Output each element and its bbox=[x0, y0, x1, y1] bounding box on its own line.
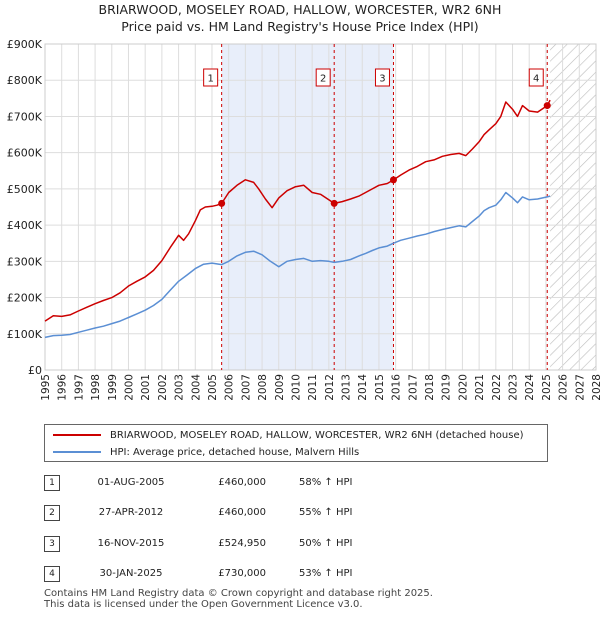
sale-date: 27-APR-2012 bbox=[98, 507, 164, 518]
x-tick-label: 2002 bbox=[157, 374, 169, 401]
footer: Contains HM Land Registry data © Crown c… bbox=[44, 588, 433, 610]
sale-marker-box: 1 bbox=[44, 475, 60, 491]
price-chart: £0 £100K £200K £300K £400K £500K £600K £700K £80… bbox=[7, 38, 600, 401]
ownership-shaded-region bbox=[221, 44, 394, 370]
x-tick-label: 2005 bbox=[207, 374, 219, 401]
x-tick-label: 2024 bbox=[524, 374, 536, 401]
legend-swatch-hpi bbox=[53, 451, 101, 453]
x-tick-label: 2012 bbox=[324, 374, 336, 401]
x-tick-label: 2020 bbox=[457, 374, 469, 401]
sale-row-1: 1 01-AUG-2005 £460,000 58% ↑ HPI bbox=[44, 475, 524, 493]
sale-hpi-change: 58% ↑ HPI bbox=[299, 477, 353, 488]
y-tick-label: £600K bbox=[7, 147, 43, 160]
legend-item-hpi: HPI: Average price, detached house, Malv… bbox=[53, 444, 359, 460]
legend-label-property: BRIARWOOD, MOSELEY ROAD, HALLOW, WORCEST… bbox=[110, 429, 524, 441]
x-tick-label: 2022 bbox=[491, 374, 503, 401]
x-tick-label: 2023 bbox=[508, 374, 520, 401]
x-tick-label: 2021 bbox=[474, 374, 486, 401]
forecast-hatched-region bbox=[550, 44, 596, 370]
legend-item-property: BRIARWOOD, MOSELEY ROAD, HALLOW, WORCEST… bbox=[53, 427, 524, 443]
y-tick-label: £200K bbox=[7, 292, 43, 305]
sale-number-label: 2 bbox=[320, 74, 326, 85]
x-tick-label: 2004 bbox=[190, 374, 202, 401]
plot-frame bbox=[44, 43, 597, 371]
sale-number-label: 3 bbox=[379, 74, 385, 85]
series-line-property bbox=[44, 99, 551, 322]
sale-point bbox=[218, 199, 226, 207]
y-tick-label: £300K bbox=[7, 255, 43, 268]
x-tick-label: 2008 bbox=[257, 374, 269, 401]
x-tick-label: 2016 bbox=[391, 374, 403, 401]
x-tick-label: 2011 bbox=[307, 374, 319, 401]
sale-number-label: 1 bbox=[207, 74, 213, 85]
y-tick-label: £700K bbox=[7, 110, 43, 123]
sale-number-box bbox=[528, 68, 544, 87]
y-tick-label: £500K bbox=[7, 183, 43, 196]
legend: BRIARWOOD, MOSELEY ROAD, HALLOW, WORCEST… bbox=[44, 424, 548, 462]
x-tick-label: 2027 bbox=[574, 374, 586, 401]
sale-price: £460,000 bbox=[218, 507, 266, 518]
sale-hpi-change: 53% ↑ HPI bbox=[299, 568, 353, 579]
sale-date: 30-JAN-2025 bbox=[99, 568, 163, 579]
sale-row-3: 3 16-NOV-2015 £524,950 50% ↑ HPI bbox=[44, 536, 524, 554]
sale-row-2: 2 27-APR-2012 £460,000 55% ↑ HPI bbox=[44, 505, 524, 523]
sale-number-box bbox=[315, 68, 331, 87]
sale-hpi-change: 55% ↑ HPI bbox=[299, 507, 353, 518]
y-tick-label: £100K bbox=[7, 328, 43, 341]
x-tick-label: 2028 bbox=[591, 374, 600, 401]
x-tick-label: 2017 bbox=[407, 374, 419, 401]
x-tick-label: 2003 bbox=[174, 374, 186, 401]
series-line-hpi bbox=[44, 191, 551, 339]
x-tick-label: 2006 bbox=[224, 374, 236, 401]
sale-date: 16-NOV-2015 bbox=[97, 538, 165, 549]
x-tick-label: 1996 bbox=[57, 374, 69, 401]
x-tick-label: 1995 bbox=[40, 374, 52, 401]
x-tick-label: 2025 bbox=[541, 374, 553, 401]
sale-price: £730,000 bbox=[218, 568, 266, 579]
y-tick-label: £800K bbox=[7, 74, 43, 87]
legend-label-hpi: HPI: Average price, detached house, Malv… bbox=[110, 446, 360, 458]
footer-license: This data is licensed under the Open Gov… bbox=[44, 599, 363, 610]
legend-swatch-property bbox=[53, 434, 101, 436]
y-tick-label: £400K bbox=[7, 219, 43, 232]
sale-price: £460,000 bbox=[218, 477, 266, 488]
x-tick-label: 2000 bbox=[123, 374, 135, 401]
x-tick-label: 1997 bbox=[73, 374, 85, 401]
x-tick-label: 2018 bbox=[424, 374, 436, 401]
chart-title-line-1: BRIARWOOD, MOSELEY ROAD, HALLOW, WORCEST… bbox=[98, 2, 502, 17]
y-tick-label: £0 bbox=[28, 364, 42, 377]
x-tick-label: 1999 bbox=[107, 374, 119, 401]
x-tick-label: 2019 bbox=[441, 374, 453, 401]
sale-marker-box: 2 bbox=[44, 505, 60, 521]
x-tick-label: 2026 bbox=[558, 374, 570, 401]
footer-copyright: Contains HM Land Registry data © Crown c… bbox=[44, 588, 433, 599]
x-tick-label: 2001 bbox=[140, 374, 152, 401]
sale-point bbox=[330, 199, 338, 207]
sale-number-box bbox=[374, 68, 390, 87]
sale-point bbox=[389, 176, 397, 184]
x-tick-label: 2007 bbox=[240, 374, 252, 401]
sale-marker-box: 4 bbox=[44, 566, 60, 582]
sale-number-box bbox=[203, 68, 219, 87]
x-tick-label: 1998 bbox=[90, 374, 102, 401]
x-tick-label: 2015 bbox=[374, 374, 386, 401]
sale-price: £524,950 bbox=[218, 538, 266, 549]
sale-hpi-change: 50% ↑ HPI bbox=[299, 538, 353, 549]
y-tick-label: £900K bbox=[7, 38, 43, 51]
x-tick-label: 2009 bbox=[274, 374, 286, 401]
sale-marker-box: 3 bbox=[44, 536, 60, 552]
x-tick-label: 2014 bbox=[357, 374, 369, 401]
x-tick-label: 2013 bbox=[341, 374, 353, 401]
sale-row-4: 4 30-JAN-2025 £730,000 53% ↑ HPI bbox=[44, 566, 524, 584]
sale-number-label: 4 bbox=[533, 74, 539, 85]
sale-point bbox=[543, 102, 551, 110]
x-tick-label: 2010 bbox=[290, 374, 302, 401]
chart-title-line-2: Price paid vs. HM Land Registry's House … bbox=[121, 19, 479, 34]
sale-date: 01-AUG-2005 bbox=[97, 477, 165, 488]
